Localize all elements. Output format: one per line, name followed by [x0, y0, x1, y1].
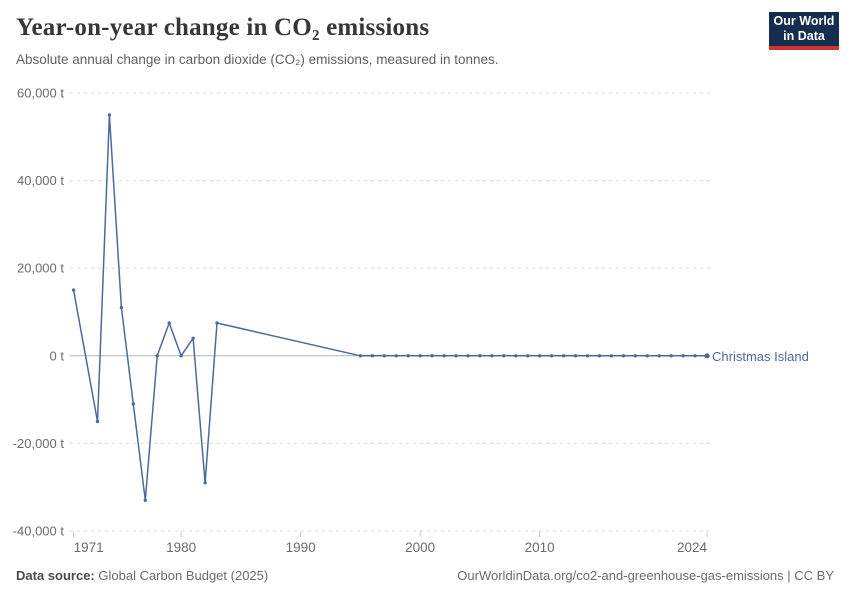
data-point [131, 402, 135, 406]
x-axis-tick-label: 1971 [74, 540, 104, 555]
data-point [430, 354, 434, 358]
data-point [203, 481, 207, 485]
x-axis-tick-label: 2024 [677, 540, 708, 555]
series-line [72, 114, 708, 502]
data-source-value: Global Carbon Budget (2025) [98, 568, 269, 583]
data-point [406, 354, 410, 358]
data-point [466, 354, 470, 358]
data-point [549, 354, 554, 358]
data-point [394, 354, 398, 358]
data-point [358, 354, 363, 358]
data-point [704, 353, 710, 359]
data-point [418, 354, 422, 358]
data-point [382, 354, 386, 358]
y-axis-tick-label: 60,000 t [17, 86, 64, 101]
y-axis-tick-label: -20,000 t [13, 436, 65, 451]
data-source: Data source: Global Carbon Budget (2025) [16, 568, 268, 583]
chart-footer: Data source: Global Carbon Budget (2025)… [16, 568, 834, 583]
data-point [573, 354, 578, 358]
data-point [669, 354, 673, 358]
series-label-christmas-island[interactable]: Christmas Island [712, 349, 809, 364]
data-point [597, 354, 602, 358]
x-axis-tick-label: 2010 [525, 540, 555, 555]
data-point [561, 354, 566, 358]
data-point [167, 321, 171, 325]
data-point [71, 288, 76, 292]
data-point [215, 321, 219, 325]
data-point [609, 354, 614, 358]
y-axis-tick-label: 0 t [50, 348, 65, 363]
owid-logo-line2: in Data [783, 29, 825, 43]
data-point [143, 498, 147, 502]
data-point [454, 354, 458, 358]
page-title: Year-on-year change in CO₂ emissions [16, 14, 430, 41]
data-point [179, 354, 183, 358]
attribution-link[interactable]: OurWorldinData.org/co2-and-greenhouse-ga… [457, 568, 834, 583]
data-point [526, 354, 530, 358]
data-point [107, 113, 112, 117]
data-point [442, 354, 446, 358]
x-axis-tick-label: 1980 [166, 540, 196, 555]
chart-subtitle: Absolute annual change in carbon dioxide… [16, 52, 499, 67]
data-point [191, 336, 195, 340]
data-point [514, 354, 518, 358]
data-point [478, 354, 482, 358]
data-point [681, 354, 685, 358]
data-point [645, 354, 649, 358]
owid-logo[interactable]: Our World in Data [769, 12, 839, 50]
data-point [155, 354, 159, 358]
data-point [95, 419, 100, 424]
data-point [585, 354, 590, 358]
y-axis-tick-label: 20,000 t [17, 261, 64, 276]
data-point [490, 354, 494, 358]
data-point [633, 354, 637, 358]
data-point [119, 305, 124, 310]
owid-logo-line1: Our World [773, 14, 835, 29]
y-axis-tick-label: 40,000 t [17, 173, 64, 188]
y-axis-tick-label: -40,000 t [13, 524, 65, 539]
data-point [502, 354, 506, 358]
data-point [370, 354, 375, 358]
data-point [657, 354, 661, 358]
x-axis-tick-label: 2000 [405, 540, 435, 555]
data-point [621, 354, 626, 358]
data-point [538, 354, 542, 358]
data-source-label: Data source: [16, 568, 95, 583]
x-axis-tick-label: 1990 [286, 540, 316, 555]
data-point [693, 354, 697, 358]
